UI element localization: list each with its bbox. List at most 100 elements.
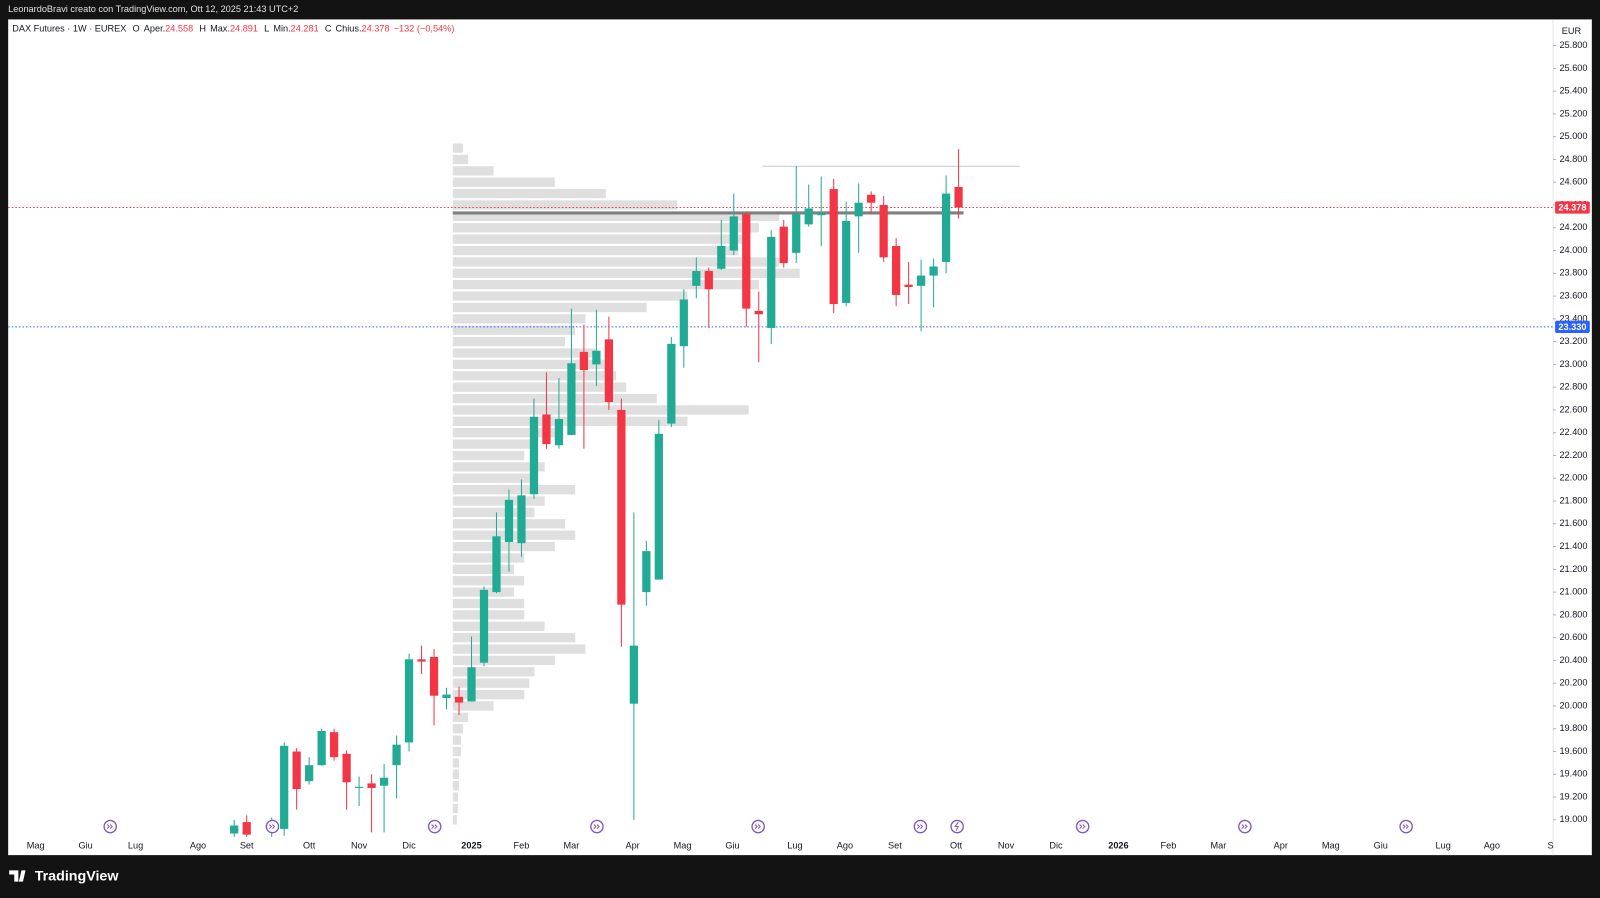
event-arrow xyxy=(754,824,761,829)
event-bolt xyxy=(954,822,959,831)
volume-profile-bar xyxy=(452,359,606,370)
x-tick-label: Mag xyxy=(27,840,45,850)
volume-profile-bar xyxy=(452,621,545,631)
legend-key: O xyxy=(133,24,140,34)
y-tick-label: 20.600 xyxy=(1559,632,1587,642)
volume-profile-bar xyxy=(452,598,525,609)
candle-body xyxy=(429,657,439,696)
event-arrow xyxy=(916,824,924,829)
volume-profile-bar xyxy=(452,473,535,483)
candle-body xyxy=(529,416,539,495)
volume-profile-bar xyxy=(452,405,749,415)
candle-body xyxy=(305,765,314,782)
candle-body xyxy=(929,266,938,276)
x-tick-label: 2026 xyxy=(1108,840,1128,850)
y-tick-label: 25.600 xyxy=(1559,63,1587,73)
price-label: 23.330 xyxy=(1558,322,1586,332)
event-icon xyxy=(913,819,928,834)
candle-body xyxy=(342,753,351,783)
volume-profile-bar xyxy=(452,382,627,392)
candle-body xyxy=(592,350,601,365)
y-tick-label: 24.600 xyxy=(1559,177,1587,187)
y-tick-label: 21.600 xyxy=(1559,518,1587,528)
candle-body xyxy=(417,659,426,662)
volume-profile-bar xyxy=(452,792,458,802)
volume-profile-bar xyxy=(452,200,678,210)
volume-profile-bar xyxy=(452,530,576,540)
candle-body xyxy=(954,187,963,208)
currency: EUR xyxy=(1562,26,1582,36)
volume-profile-bar xyxy=(452,735,461,745)
candle-body xyxy=(916,275,926,286)
volume-profile-bar xyxy=(452,462,545,472)
event-icon xyxy=(590,819,604,834)
x-tick-label: Apr xyxy=(1274,840,1288,850)
candle-body xyxy=(742,214,751,309)
candle-body xyxy=(442,694,451,698)
x-tick-label: Ago xyxy=(190,840,206,850)
candle-body xyxy=(404,659,414,743)
candle-body xyxy=(704,271,713,290)
volume-profile-bar xyxy=(452,393,657,404)
y-tick-label: 24.800 xyxy=(1559,154,1587,164)
candle-body xyxy=(679,299,688,347)
event-arrow xyxy=(106,824,113,829)
y-tick-label: 22.600 xyxy=(1559,404,1587,414)
y-tick-label: 23.000 xyxy=(1559,359,1587,369)
candle-body xyxy=(454,696,464,703)
y-tick-label: 21.400 xyxy=(1559,541,1587,551)
candle-body xyxy=(892,245,901,295)
candle-body xyxy=(642,551,651,593)
legend-key: H xyxy=(199,24,206,34)
candle-body xyxy=(280,745,289,829)
legend-change: −132 (−0,54%) xyxy=(394,24,455,34)
plot xyxy=(8,143,1554,837)
legend-value: 24.281 xyxy=(291,24,319,34)
top-title: LeonardoBravi creato con TradingView.com… xyxy=(8,4,298,14)
volume-profile-bar xyxy=(452,610,525,620)
legend-value: 24.378 xyxy=(362,24,390,34)
event-arrow xyxy=(269,824,276,829)
candle-body xyxy=(767,236,776,328)
y-tick-label: 25.000 xyxy=(1559,131,1587,141)
volume-profile-bar xyxy=(452,371,617,381)
x-tick-label: Feb xyxy=(1160,840,1176,850)
x-tick-label: S xyxy=(1548,840,1554,850)
candle-body xyxy=(604,339,614,402)
candle-body xyxy=(230,825,239,834)
volume-profile-bar xyxy=(452,154,469,165)
volume-profile-bar xyxy=(452,166,494,176)
y-tick-label: 23.200 xyxy=(1559,336,1587,346)
volume-profile-bar xyxy=(452,678,530,688)
volume-profile-bar xyxy=(452,803,458,814)
legend-value: 24.558 xyxy=(165,24,193,34)
price-label-box xyxy=(1555,320,1590,333)
volume-profile-bar xyxy=(452,746,461,757)
axes: 19.000 19.200 19.400 19.600 19.800 20.000 20.2… xyxy=(27,40,1590,850)
y-tick-label: 25.200 xyxy=(1559,108,1587,118)
volume-profile-bar xyxy=(452,336,566,347)
event-icon xyxy=(751,819,765,834)
candle-body xyxy=(717,245,726,269)
x-tick-label: Feb xyxy=(514,840,530,850)
volume-profile-bar xyxy=(452,450,525,461)
candle-body xyxy=(842,220,851,303)
x-tick-label: Ott xyxy=(303,840,316,850)
volume-profile-bar xyxy=(452,655,555,666)
candle-body xyxy=(354,786,364,788)
candle-body xyxy=(554,419,564,446)
y-tick-label: 20.400 xyxy=(1559,655,1587,665)
y-tick-label: 20.000 xyxy=(1559,700,1587,710)
volume-profile-bar xyxy=(452,758,459,768)
event-icon xyxy=(1399,819,1413,834)
legend-key: C xyxy=(325,24,332,34)
candle-body xyxy=(829,189,838,305)
x-tick-label: Giu xyxy=(1374,840,1388,850)
ohlc-legend: DAX Futures · 1W · EUREX O Aper.24.558 H Max… xyxy=(12,24,454,34)
volume-profile-bar xyxy=(452,553,525,563)
volume-profile-bar xyxy=(452,348,596,358)
volume-profile-bar xyxy=(452,428,555,438)
x-tick-label: Lug xyxy=(128,840,143,850)
